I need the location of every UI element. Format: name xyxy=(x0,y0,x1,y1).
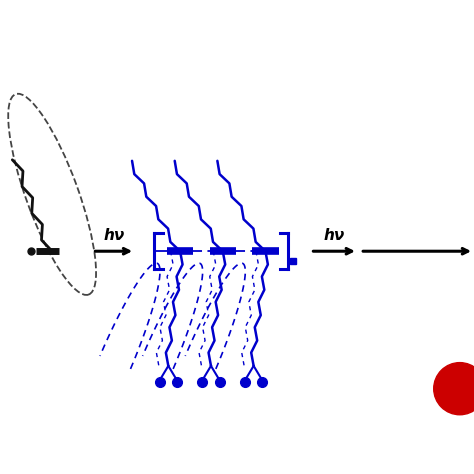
Circle shape xyxy=(434,363,474,415)
Text: hν: hν xyxy=(324,228,345,243)
Bar xyxy=(290,258,296,264)
Text: hν: hν xyxy=(103,228,124,243)
